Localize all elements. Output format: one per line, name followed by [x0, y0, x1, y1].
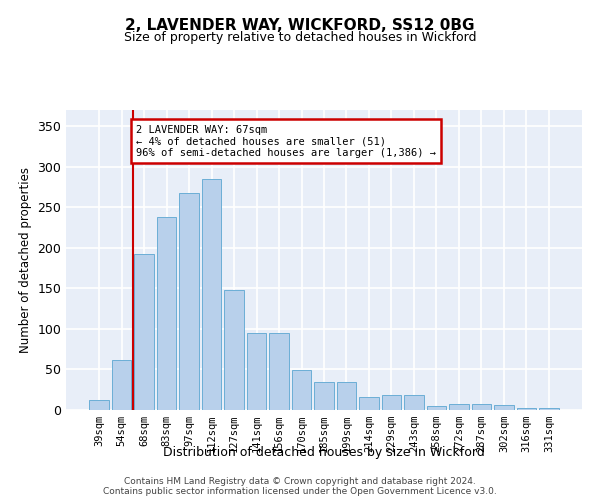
- Text: 2, LAVENDER WAY, WICKFORD, SS12 0BG: 2, LAVENDER WAY, WICKFORD, SS12 0BG: [125, 18, 475, 32]
- Bar: [427, 406, 446, 410]
- Bar: [517, 408, 536, 410]
- Text: 2 LAVENDER WAY: 67sqm
← 4% of detached houses are smaller (51)
96% of semi-detac: 2 LAVENDER WAY: 67sqm ← 4% of detached h…: [136, 124, 436, 158]
- Bar: [449, 404, 469, 410]
- Bar: [157, 217, 176, 410]
- Bar: [314, 382, 334, 410]
- Bar: [404, 396, 424, 410]
- Bar: [337, 382, 356, 410]
- Text: Contains HM Land Registry data © Crown copyright and database right 2024.: Contains HM Land Registry data © Crown c…: [124, 476, 476, 486]
- Bar: [202, 179, 221, 410]
- Text: Distribution of detached houses by size in Wickford: Distribution of detached houses by size …: [163, 446, 485, 459]
- Text: Size of property relative to detached houses in Wickford: Size of property relative to detached ho…: [124, 31, 476, 44]
- Bar: [224, 290, 244, 410]
- Bar: [382, 396, 401, 410]
- Bar: [89, 400, 109, 410]
- Y-axis label: Number of detached properties: Number of detached properties: [19, 167, 32, 353]
- Bar: [247, 333, 266, 410]
- Bar: [112, 360, 131, 410]
- Bar: [494, 405, 514, 410]
- Bar: [179, 192, 199, 410]
- Bar: [269, 333, 289, 410]
- Text: Contains public sector information licensed under the Open Government Licence v3: Contains public sector information licen…: [103, 486, 497, 496]
- Bar: [359, 397, 379, 410]
- Bar: [472, 404, 491, 410]
- Bar: [539, 408, 559, 410]
- Bar: [134, 254, 154, 410]
- Bar: [292, 370, 311, 410]
